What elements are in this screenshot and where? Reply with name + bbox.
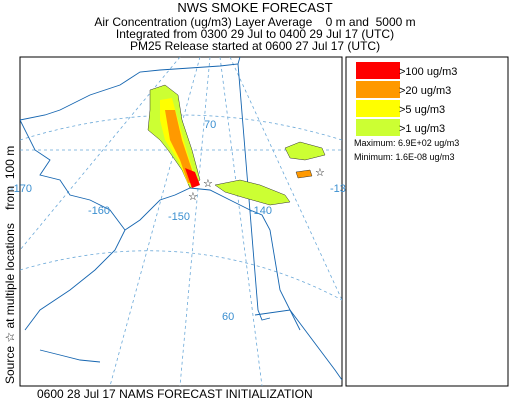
- graticule: [20, 57, 342, 386]
- map-label: -140: [250, 205, 272, 217]
- map-label: 70: [204, 119, 216, 131]
- legend-label: >100 ug/m3: [399, 66, 457, 78]
- title: NWS SMOKE FORECAST: [177, 0, 332, 15]
- legend-swatch: [356, 100, 400, 117]
- subtitle: PM25 Release started at 0600 27 Jul 17 (…: [130, 39, 380, 53]
- legend-swatch: [356, 62, 400, 79]
- legend-label: >5 ug/m3: [399, 104, 445, 116]
- smoke-plume: [147, 84, 326, 206]
- map-label: 60: [222, 311, 234, 323]
- legend-swatch: [356, 119, 400, 136]
- map-label: -170: [10, 183, 32, 195]
- map-label: -160: [88, 205, 110, 217]
- legend-maximum: Maximum: 6.9E+02 ug/m3: [354, 138, 459, 148]
- legend-swatch: [356, 81, 400, 98]
- legend-label: >20 ug/m3: [399, 85, 451, 97]
- footer: 0600 28 Jul 17 NAMS FORECAST INITIALIZAT…: [37, 387, 313, 401]
- svg-text:☆: ☆: [315, 167, 325, 179]
- side-label: Source ☆ at multiple locations from 100 …: [3, 146, 17, 384]
- subtitle: Air Concentration (ug/m3) Layer Average …: [94, 15, 415, 29]
- svg-text:☆: ☆: [203, 178, 213, 190]
- legend-label: >1 ug/m3: [399, 123, 445, 135]
- source-markers: ☆ ☆ ☆: [188, 167, 325, 203]
- legend-minimum: Minimum: 1.6E-08 ug/m3: [354, 152, 455, 162]
- svg-text:☆: ☆: [188, 191, 198, 203]
- coastline: [20, 57, 342, 381]
- map-label: -150: [168, 211, 190, 223]
- subtitle: Integrated from 0300 29 Jul to 0400 29 J…: [116, 27, 394, 41]
